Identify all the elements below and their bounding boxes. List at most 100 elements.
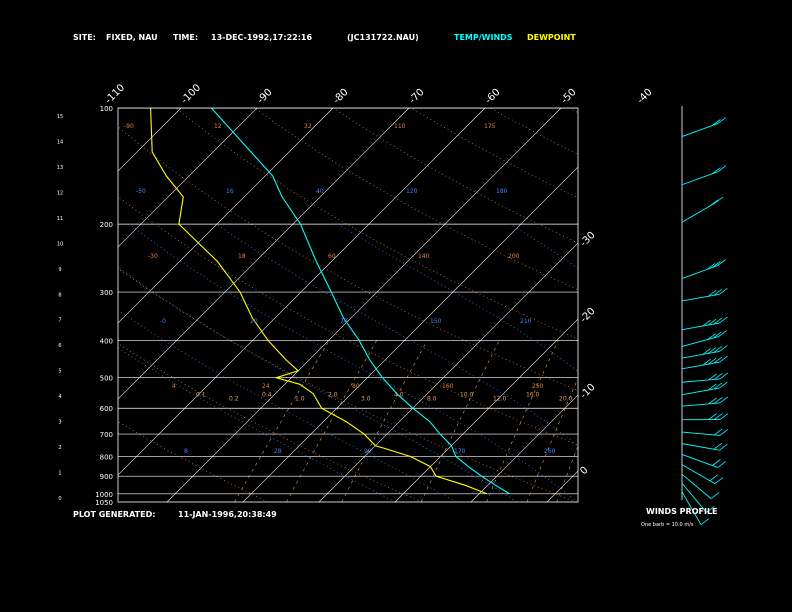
theta-label: 140	[418, 253, 430, 260]
theta-label: 16	[226, 188, 234, 195]
right-temperature-label: -20	[578, 306, 597, 325]
wind-barb-flag	[710, 492, 720, 499]
moist-adiabat	[337, 223, 578, 372]
theta-label: 60	[328, 253, 336, 260]
wind-barb	[681, 402, 720, 407]
top-temperature-label: -60	[483, 87, 502, 106]
wind-barb-flag	[713, 317, 723, 325]
theta-label: 110	[394, 123, 406, 130]
isotherm-line	[242, 166, 578, 502]
wind-barb-flag	[713, 288, 723, 296]
height-label: 13	[57, 165, 63, 171]
wind-barb-flag	[717, 117, 726, 124]
mixing-ratio-label: 20.0	[559, 396, 573, 403]
mixing-ratio-label: 0.1	[196, 392, 206, 399]
mixing-ratio-label: 16.0	[526, 392, 540, 399]
top-temperature-label: -100	[179, 82, 203, 106]
isotherm-line	[394, 318, 578, 502]
plot-frame	[117, 107, 579, 503]
wind-barb-flag	[713, 382, 723, 390]
height-label: 12	[57, 190, 63, 196]
moist-adiabat	[118, 309, 456, 502]
wind-barb	[681, 350, 720, 359]
isotherm-line	[470, 394, 578, 502]
wind-barb-flag	[714, 477, 724, 484]
pressure-label: 200	[100, 221, 113, 229]
pressure-label: 300	[100, 289, 113, 297]
isotherm-line	[623, 108, 792, 502]
theta-label: 12	[214, 123, 222, 130]
wind-barb-flag	[707, 347, 717, 354]
wind-barb	[681, 387, 720, 396]
dry-adiabat	[411, 108, 578, 199]
pressure-label: 400	[100, 337, 113, 345]
wind-barb	[681, 378, 720, 383]
plot-generated-value: 11-JAN-1996,20:38:49	[178, 510, 277, 519]
height-label: 14	[57, 139, 63, 145]
wind-barb	[681, 482, 707, 513]
site-label: SITE:	[73, 33, 96, 42]
isotherm-line	[318, 242, 578, 502]
theta-label: 170	[454, 448, 466, 455]
wind-barb-flag	[717, 461, 726, 468]
theta-label: 200	[508, 253, 520, 260]
theta-label: 32	[304, 123, 312, 130]
wind-barb-flag	[713, 397, 723, 404]
wind-barb	[681, 123, 718, 137]
dry-adiabat	[726, 108, 792, 502]
theta-label: 8	[184, 448, 188, 455]
pressure-label: 800	[100, 453, 113, 461]
wind-barb	[681, 454, 718, 468]
dry-adiabat	[118, 196, 578, 446]
theta-label: 20	[250, 318, 258, 325]
wind-barb-flag	[712, 167, 721, 175]
theta-label: 28	[274, 448, 282, 455]
wind-barb-flag	[708, 373, 717, 381]
pressure-label: 1050	[95, 499, 113, 507]
wind-barb-flag	[718, 330, 727, 337]
mixing-ratio-label: 2.0	[328, 392, 338, 399]
right-temperature-label: -30	[578, 230, 597, 249]
wind-barb-flag	[707, 289, 717, 297]
file-name: (JC131722.NAU)	[347, 33, 419, 42]
mixing-ratio-line	[286, 340, 378, 502]
wind-barb	[681, 202, 716, 223]
wind-barb-flag	[707, 383, 717, 391]
wind-barb	[681, 431, 720, 436]
dry-adiabat	[648, 108, 792, 502]
dry-adiabat	[118, 343, 423, 502]
theta-label: 40	[316, 188, 324, 195]
mixing-ratio-line	[526, 377, 578, 502]
wind-barb-flag	[712, 119, 721, 126]
dewpoint-profile	[150, 108, 488, 495]
mixing-ratio-line	[234, 340, 330, 502]
theta-label: 18	[238, 253, 246, 260]
height-label: 9	[58, 267, 61, 273]
height-label: 15	[57, 114, 63, 120]
wind-barb	[681, 464, 716, 484]
winds-profile-title: WINDS PROFILE	[646, 507, 718, 516]
wind-barb-flag	[708, 413, 717, 420]
mixing-ratio-line	[714, 340, 762, 502]
wind-barb-flag	[719, 429, 729, 436]
height-label: 1	[58, 471, 61, 477]
pressure-label: 600	[100, 405, 113, 413]
theta-label: -30	[148, 253, 158, 260]
wind-barb-flag	[702, 348, 711, 355]
site-value: FIXED, NAU	[106, 33, 158, 42]
wind-barb-flag	[719, 443, 728, 451]
temperature-profile	[210, 108, 510, 495]
dry-adiabat	[118, 421, 269, 502]
height-label: 4	[58, 394, 61, 400]
wind-barb-flag	[719, 381, 728, 389]
dry-adiabat	[332, 108, 578, 244]
time-label: TIME:	[173, 33, 199, 42]
isotherm-line	[0, 108, 105, 502]
wind-barb-flag	[719, 287, 728, 295]
dewpoint-legend: DEWPOINT	[527, 33, 576, 42]
theta-label: 210	[520, 318, 532, 325]
pressure-label: 700	[100, 431, 113, 439]
mixing-ratio-label: 3.0	[361, 396, 371, 403]
wind-barb-flag	[719, 316, 728, 324]
wind-barb-flag	[707, 333, 716, 340]
